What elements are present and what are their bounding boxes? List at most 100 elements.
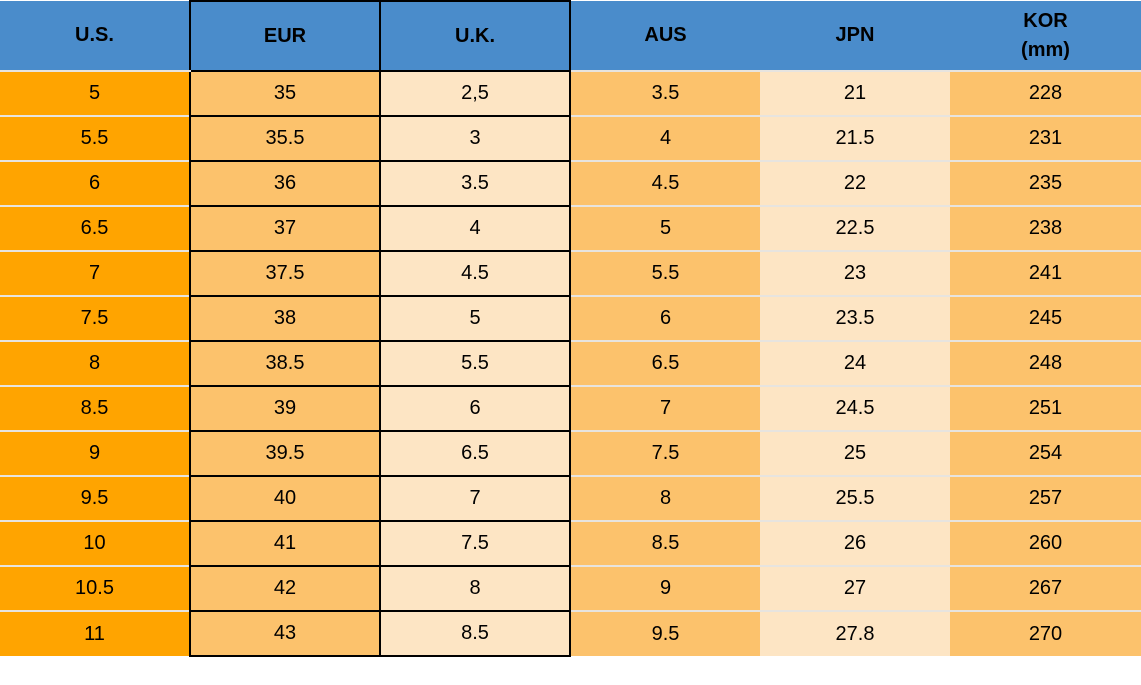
cell-kor: 260 — [950, 520, 1141, 566]
cell-us: 9 — [0, 430, 190, 476]
table-row: 5.5 35.5 3 4 21.5 231 — [0, 115, 1141, 162]
cell-kor: 267 — [950, 565, 1141, 611]
cell-us: 5 — [0, 70, 190, 116]
table-body: 5 35 2,5 3.5 21 228 5.5 35.5 3 4 21.5 231 6 36 3.5 4.5 2… — [0, 70, 1141, 657]
cell-us: 8 — [0, 340, 190, 386]
cell-kor: 235 — [950, 160, 1141, 206]
table-row: 7 37.5 4.5 5.5 23 241 — [0, 250, 1141, 297]
cell-aus: 5 — [570, 205, 760, 251]
cell-uk: 4 — [379, 205, 571, 252]
cell-aus: 5.5 — [570, 250, 760, 296]
cell-kor: 257 — [950, 475, 1141, 521]
header-jpn: JPN — [760, 1, 950, 72]
table-row: 6.5 37 4 5 22.5 238 — [0, 205, 1141, 252]
header-kor-label: KOR — [1023, 9, 1068, 32]
cell-kor: 254 — [950, 430, 1141, 476]
cell-jpn: 26 — [760, 520, 950, 566]
cell-aus: 3.5 — [570, 70, 760, 116]
table-row: 11 43 8.5 9.5 27.8 270 — [0, 610, 1141, 657]
cell-kor: 251 — [950, 385, 1141, 431]
cell-aus: 8 — [570, 475, 760, 521]
cell-jpn: 22 — [760, 160, 950, 206]
cell-kor: 228 — [950, 70, 1141, 116]
cell-kor: 270 — [950, 610, 1141, 656]
cell-uk: 7.5 — [379, 520, 571, 567]
cell-jpn: 22.5 — [760, 205, 950, 251]
cell-aus: 7.5 — [570, 430, 760, 476]
cell-jpn: 24 — [760, 340, 950, 386]
cell-us: 10 — [0, 520, 190, 566]
cell-uk: 3 — [379, 115, 571, 162]
header-kor: KOR (mm) — [950, 1, 1141, 72]
table-row: 6 36 3.5 4.5 22 235 — [0, 160, 1141, 207]
cell-uk: 5.5 — [379, 340, 571, 387]
table-row: 10 41 7.5 8.5 26 260 — [0, 520, 1141, 567]
cell-eur: 38 — [189, 295, 381, 342]
cell-eur: 43 — [189, 610, 381, 657]
cell-us: 7.5 — [0, 295, 190, 341]
cell-jpn: 25 — [760, 430, 950, 476]
table-header: U.S. EUR U.K. AUS JPN KOR (mm) — [0, 0, 1141, 72]
cell-eur: 35.5 — [189, 115, 381, 162]
cell-aus: 4 — [570, 115, 760, 161]
cell-us: 7 — [0, 250, 190, 296]
cell-jpn: 25.5 — [760, 475, 950, 521]
cell-us: 11 — [0, 610, 190, 656]
cell-eur: 37.5 — [189, 250, 381, 297]
cell-uk: 5 — [379, 295, 571, 342]
cell-eur: 38.5 — [189, 340, 381, 387]
cell-aus: 4.5 — [570, 160, 760, 206]
header-aus: AUS — [570, 1, 760, 72]
table-row: 9 39.5 6.5 7.5 25 254 — [0, 430, 1141, 477]
cell-eur: 40 — [189, 475, 381, 522]
cell-uk: 8 — [379, 565, 571, 612]
cell-kor: 238 — [950, 205, 1141, 251]
cell-aus: 7 — [570, 385, 760, 431]
cell-us: 5.5 — [0, 115, 190, 161]
cell-jpn: 27.8 — [760, 610, 950, 656]
table-row: 10.5 42 8 9 27 267 — [0, 565, 1141, 612]
cell-eur: 39.5 — [189, 430, 381, 477]
cell-uk: 6 — [379, 385, 571, 432]
cell-jpn: 23 — [760, 250, 950, 296]
cell-us: 6.5 — [0, 205, 190, 251]
cell-aus: 9.5 — [570, 610, 760, 656]
cell-eur: 37 — [189, 205, 381, 252]
cell-us: 10.5 — [0, 565, 190, 611]
cell-eur: 41 — [189, 520, 381, 567]
cell-jpn: 23.5 — [760, 295, 950, 341]
cell-uk: 3.5 — [379, 160, 571, 207]
cell-uk: 4.5 — [379, 250, 571, 297]
cell-uk: 6.5 — [379, 430, 571, 477]
header-row: U.S. EUR U.K. AUS JPN KOR (mm) — [0, 0, 1141, 72]
cell-aus: 8.5 — [570, 520, 760, 566]
header-eur: EUR — [189, 0, 381, 72]
header-kor-unit: (mm) — [1021, 38, 1070, 61]
size-conversion-table: U.S. EUR U.K. AUS JPN KOR (mm) 5 35 2,5 3.5… — [0, 0, 1141, 657]
header-uk: U.K. — [379, 0, 571, 72]
cell-kor: 241 — [950, 250, 1141, 296]
cell-eur: 42 — [189, 565, 381, 612]
cell-jpn: 21 — [760, 70, 950, 116]
size-chart: U.S. EUR U.K. AUS JPN KOR (mm) 5 35 2,5 3.5… — [0, 0, 1141, 657]
cell-kor: 231 — [950, 115, 1141, 161]
table-row: 9.5 40 7 8 25.5 257 — [0, 475, 1141, 522]
cell-kor: 248 — [950, 340, 1141, 386]
cell-aus: 9 — [570, 565, 760, 611]
cell-uk: 2,5 — [379, 70, 571, 117]
table-row: 8 38.5 5.5 6.5 24 248 — [0, 340, 1141, 387]
cell-jpn: 21.5 — [760, 115, 950, 161]
cell-us: 9.5 — [0, 475, 190, 521]
table-row: 5 35 2,5 3.5 21 228 — [0, 70, 1141, 117]
table-row: 8.5 39 6 7 24.5 251 — [0, 385, 1141, 432]
cell-uk: 8.5 — [379, 610, 571, 657]
cell-us: 8.5 — [0, 385, 190, 431]
header-us: U.S. — [0, 1, 190, 72]
cell-aus: 6.5 — [570, 340, 760, 386]
cell-kor: 245 — [950, 295, 1141, 341]
cell-eur: 39 — [189, 385, 381, 432]
table-row: 7.5 38 5 6 23.5 245 — [0, 295, 1141, 342]
cell-uk: 7 — [379, 475, 571, 522]
cell-eur: 36 — [189, 160, 381, 207]
cell-eur: 35 — [189, 70, 381, 117]
